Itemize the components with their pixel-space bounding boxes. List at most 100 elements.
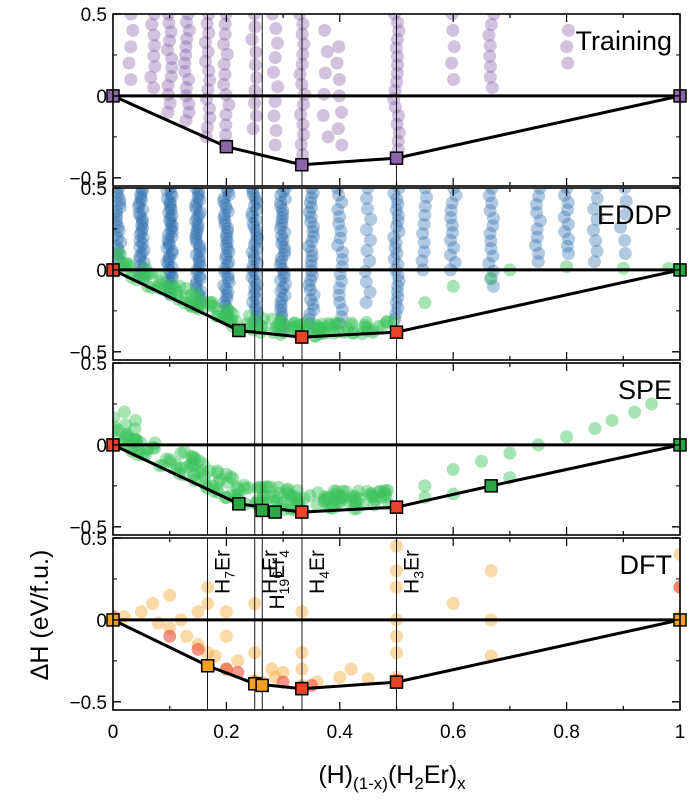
data-point: [221, 221, 235, 235]
data-point: [332, 73, 346, 87]
data-point: [332, 40, 346, 54]
data-point: [165, 52, 179, 66]
data-point: [387, 188, 401, 200]
data-point: [135, 188, 149, 195]
data-point: [318, 490, 332, 504]
data-point: [134, 605, 148, 619]
data-point: [193, 238, 207, 252]
data-point: [274, 236, 288, 250]
data-point: [249, 285, 263, 299]
data-point: [335, 105, 349, 119]
data-point: [226, 307, 240, 321]
data-point: [274, 314, 288, 328]
data-point: [447, 73, 461, 87]
y-tick-label: 0: [96, 261, 107, 282]
data-point: [303, 196, 317, 210]
data-point: [304, 188, 318, 195]
data-point: [139, 261, 153, 275]
compound-label: H19Er4: [266, 550, 292, 610]
data-point: [181, 14, 195, 21]
data-point: [257, 488, 271, 502]
data-point: [174, 461, 188, 475]
data-point: [320, 492, 334, 506]
data-point: [310, 498, 324, 512]
data-point: [256, 490, 270, 504]
data-point: [377, 485, 391, 499]
hull-marker: [295, 681, 309, 696]
panels: −0.500.5Training−0.500.5EDDP−0.500.5SPE−…: [69, 5, 687, 714]
data-point: [210, 464, 224, 478]
data-point: [164, 188, 178, 200]
data-point: [330, 188, 344, 195]
data-point: [113, 204, 124, 218]
data-point: [182, 97, 196, 111]
data-point: [484, 241, 498, 255]
data-point: [334, 224, 348, 238]
data-point: [113, 208, 124, 222]
data-point: [192, 251, 206, 265]
data-point: [391, 257, 405, 271]
data-point: [302, 312, 316, 326]
data-point: [219, 308, 233, 322]
data-point: [557, 210, 571, 224]
x-tick-label: 0: [108, 722, 119, 743]
data-point: [162, 252, 176, 266]
data-point: [136, 237, 150, 251]
data-point: [273, 320, 287, 334]
data-point: [317, 495, 331, 509]
data-point: [335, 253, 349, 267]
data-point: [324, 501, 338, 515]
data-point: [418, 479, 432, 493]
data-point: [179, 289, 193, 303]
data-point: [381, 483, 395, 497]
data-point: [188, 199, 202, 213]
data-point: [124, 73, 138, 87]
data-point: [336, 489, 350, 503]
data-point: [218, 218, 232, 232]
data-point: [250, 242, 264, 256]
data-point: [206, 299, 220, 313]
data-point: [673, 580, 680, 594]
data-point: [392, 24, 406, 38]
data-point: [203, 111, 217, 125]
data-point: [276, 207, 290, 221]
panel-dft: −0.5 0 0.5 DFT: [69, 529, 687, 714]
data-point: [128, 422, 142, 436]
x-axis: 0 0.2 0.4 0.6 0.8 1: [108, 722, 686, 743]
data-point: [162, 238, 176, 252]
hull-marker: [389, 325, 404, 339]
data-point: [113, 251, 125, 265]
panel-title: Training: [575, 26, 672, 56]
data-point: [192, 293, 206, 307]
data-point: [484, 234, 498, 248]
data-point: [161, 105, 175, 119]
data-point: [190, 291, 204, 305]
data-point: [270, 493, 284, 507]
data-point: [673, 547, 680, 561]
data-point: [250, 71, 264, 85]
data-point: [388, 312, 402, 326]
data-point: [305, 244, 319, 258]
data-point: [286, 319, 300, 333]
data-point: [271, 318, 285, 332]
y-tick-label: −0.5: [69, 169, 107, 190]
data-point: [335, 245, 349, 259]
y-tick-label: −0.5: [69, 693, 107, 714]
data-point: [184, 288, 198, 302]
data-point: [274, 273, 288, 287]
data-point: [113, 228, 123, 242]
data-point: [164, 211, 178, 225]
data-point: [561, 203, 575, 217]
data-point: [219, 201, 233, 215]
data-point: [285, 489, 299, 503]
data-point: [133, 268, 147, 282]
data-point: [187, 451, 201, 465]
data-point: [332, 281, 346, 295]
data-point: [242, 309, 256, 323]
data-point: [218, 198, 232, 212]
data-point: [318, 23, 332, 37]
data-point: [296, 17, 310, 31]
data-point: [185, 450, 199, 464]
data-point: [360, 191, 374, 205]
data-point: [160, 255, 174, 269]
